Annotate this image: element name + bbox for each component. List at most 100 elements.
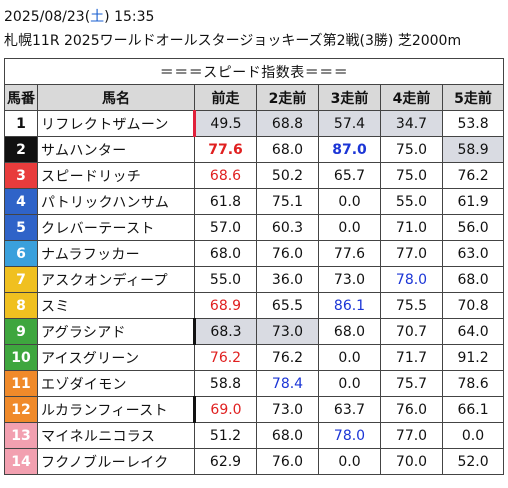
horse-number: 1 [4,110,38,137]
speed-index-value: 71.7 [380,344,443,371]
table-row: 3 スピードリッチ 68.6 50.2 65.7 75.0 76.2 [4,162,505,189]
column-header: 5走前 [441,84,505,111]
speed-index-value: 78.6 [441,370,505,397]
speed-index-value: 69.0 [194,396,257,423]
horse-number: 6 [4,240,38,267]
horse-number: 12 [4,396,38,423]
horse-name: サムハンター [37,136,195,163]
speed-index-value: 77.0 [380,422,443,449]
speed-index-value: 63.0 [441,240,505,267]
speed-index-value: 60.3 [256,214,319,241]
table-row: 6 ナムラフッカー 68.0 76.0 77.6 77.0 63.0 [4,240,505,267]
race-weekday: 土 [90,9,105,25]
speed-index-value: 86.1 [318,292,381,319]
speed-index-value: 68.0 [194,240,257,267]
speed-index-value: 63.7 [318,396,381,423]
horse-name: アスクオンディープ [37,266,195,293]
column-header: 2走前 [256,84,319,111]
table-row: 10 アイスグリーン 76.2 76.2 0.0 71.7 91.2 [4,344,505,371]
speed-index-value: 64.0 [441,318,505,345]
horse-number: 8 [4,292,38,319]
speed-index-value: 0.0 [318,448,381,475]
horse-name: クレバーテースト [37,214,195,241]
table-row: 1 リフレクトザムーン 49.5 68.8 57.4 34.7 53.8 [4,110,505,137]
speed-index-value: 53.8 [441,110,505,137]
horse-number: 4 [4,188,38,215]
speed-index-value: 77.6 [194,136,257,163]
column-header: 馬名 [37,84,195,111]
horse-number: 3 [4,162,38,189]
speed-index-value: 52.0 [441,448,505,475]
speed-index-value: 62.9 [194,448,257,475]
column-header: 3走前 [318,84,381,111]
speed-index-value: 75.0 [380,162,443,189]
speed-index-value: 70.7 [380,318,443,345]
table-row: 13 マイネルニコラス 51.2 68.0 78.0 77.0 0.0 [4,422,505,449]
horse-name: スミ [37,292,195,319]
table-row: 7 アスクオンディープ 55.0 36.0 73.0 78.0 68.0 [4,266,505,293]
race-title: 札幌11R 2025ワールドオールスタージョッキーズ第2戦(3勝) 芝2000m [4,33,462,49]
table-title: ＝＝＝スピード指数表＝＝＝ [3,58,505,85]
table-row: 8 スミ 68.9 65.5 86.1 75.5 70.8 [4,292,505,319]
horse-name: リフレクトザムーン [37,110,196,137]
speed-index-value: 75.0 [380,136,443,163]
speed-index-value: 76.2 [256,344,319,371]
speed-index-value: 77.6 [318,240,381,267]
speed-index-value: 34.7 [380,110,443,137]
speed-index-value: 75.7 [380,370,443,397]
speed-index-value: 61.9 [441,188,505,215]
speed-index-value: 0.0 [318,370,381,397]
column-header: 前走 [194,84,257,111]
horse-name: アイスグリーン [37,344,195,371]
speed-index-value: 68.0 [256,136,319,163]
speed-index-value: 0.0 [318,188,381,215]
speed-index-value: 78.0 [380,266,443,293]
table-row: 4 パトリックハンサム 61.8 75.1 0.0 55.0 61.9 [4,188,505,215]
speed-index-value: 56.0 [441,214,505,241]
speed-index-value: 70.8 [441,292,505,319]
horse-number: 10 [4,344,38,371]
speed-index-value: 0.0 [441,422,505,449]
horse-name: ナムラフッカー [37,240,195,267]
horse-name: エゾダイモン [37,370,195,397]
speed-index-value: 75.5 [380,292,443,319]
speed-index-value: 73.0 [256,396,319,423]
speed-index-value: 71.0 [380,214,443,241]
table-row: 2 サムハンター 77.6 68.0 87.0 75.0 58.9 [4,136,505,163]
horse-name: マイネルニコラス [37,422,195,449]
speed-index-value: 68.8 [256,110,319,137]
horse-number: 13 [4,422,38,449]
speed-index-value: 36.0 [256,266,319,293]
horse-number: 9 [4,318,38,345]
speed-index-value: 76.0 [256,448,319,475]
horse-number: 14 [4,448,38,475]
speed-index-table: ＝＝＝スピード指数表＝＝＝ 馬番 馬名 前走 2走前 3走前 4走前 5走前 1 リフレクトザ… [3,58,505,475]
speed-index-value: 68.0 [441,266,505,293]
horse-number: 2 [4,136,38,163]
column-header: 馬番 [4,84,38,111]
speed-index-value: 57.0 [194,214,257,241]
column-header: 4走前 [380,84,443,111]
speed-index-value: 68.3 [194,318,257,345]
speed-index-value: 76.0 [380,396,443,423]
table-row: 12 ルカランフィースト 69.0 73.0 63.7 76.0 66.1 [4,396,505,423]
speed-index-value: 77.0 [380,240,443,267]
horse-name: フクノブルーレイク [37,448,195,475]
speed-index-value: 68.6 [194,162,257,189]
horse-number: 7 [4,266,38,293]
speed-index-value: 68.9 [194,292,257,319]
speed-index-value: 68.0 [256,422,319,449]
speed-index-value: 78.0 [318,422,381,449]
speed-index-value: 75.1 [256,188,319,215]
speed-index-value: 57.4 [318,110,381,137]
speed-index-value: 73.0 [318,266,381,293]
speed-index-value: 76.2 [194,344,257,371]
horse-number: 5 [4,214,38,241]
speed-index-value: 70.0 [380,448,443,475]
horse-name: ルカランフィースト [37,396,196,423]
speed-index-value: 87.0 [318,136,381,163]
speed-index-value: 76.2 [441,162,505,189]
speed-index-value: 68.0 [318,318,381,345]
speed-index-value: 0.0 [318,344,381,371]
table-row: 5 クレバーテースト 57.0 60.3 0.0 71.0 56.0 [4,214,505,241]
